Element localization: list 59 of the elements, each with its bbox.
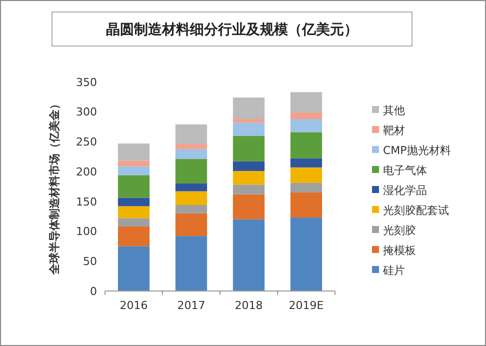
bar [290,158,322,168]
bar [175,184,208,192]
bar [232,219,265,291]
bar [118,198,150,206]
legend-label: 其他 [383,104,405,117]
y-tick-label: 250 [76,136,97,149]
y-tick-label: 150 [76,195,97,208]
bar [232,122,265,136]
bar [232,119,265,123]
bar [175,191,208,206]
bar [118,175,150,198]
bar [290,218,322,291]
bar [175,159,208,184]
bar [118,246,150,291]
legend-label: 光刻胶 [383,224,416,237]
bar [175,205,208,214]
bar [232,136,265,162]
x-tick-label: 2018 [234,299,263,312]
bar [175,144,208,149]
bar [175,148,208,160]
legend-label: 电子气体 [383,164,427,177]
bar [290,192,322,218]
bar [232,98,265,120]
bar [290,119,322,132]
bar [290,112,322,120]
legend-label: 光刻胶配套试 [383,204,449,217]
bar [118,226,150,246]
legend-label: 硅片 [382,264,405,277]
y-tick-label: 50 [83,254,97,268]
bar [232,161,265,171]
y-tick-label: 0 [90,284,97,298]
y-axis-title: 全球半导体制造材料市场（亿美金） [48,98,61,276]
y-tick-label: 100 [76,225,97,238]
bar [290,182,322,192]
chart-title: 晶圆制造材料细分行业及规模（亿美元） [106,21,358,38]
bar [290,132,322,158]
legend-label: CMP抛光材料 [383,144,451,157]
y-tick-label: 350 [76,76,97,89]
bar [118,144,150,161]
bar [290,167,322,183]
bar [118,160,150,166]
x-tick-label: 2016 [120,299,148,312]
legend-label: 掩模板 [383,244,416,257]
bar [290,92,322,112]
bar [118,206,150,218]
bar [118,218,150,227]
x-tick-label: 2017 [177,299,206,312]
bar [232,170,265,185]
bar [232,194,265,220]
bar [175,213,208,236]
legend-label: 靶材 [383,124,405,137]
y-tick-label: 300 [76,106,97,119]
bar [232,184,265,194]
legend-label: 湿化学品 [383,184,427,197]
bar [118,166,150,176]
x-tick-label: 2019E [288,299,324,312]
bar [175,236,208,291]
y-tick-label: 200 [76,165,97,178]
bar [175,124,208,144]
